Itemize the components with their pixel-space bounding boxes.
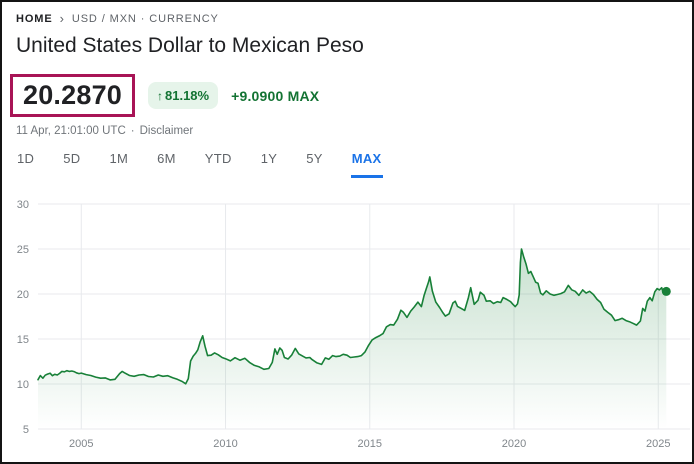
y-axis-tick-label: 15 xyxy=(17,334,29,346)
breadcrumb-home-link[interactable]: HOME xyxy=(16,12,53,25)
range-tab-5y[interactable]: 5Y xyxy=(305,147,324,178)
page-title: United States Dollar to Mexican Peso xyxy=(16,34,364,57)
y-axis-tick-label: 25 xyxy=(17,244,29,256)
breadcrumb: HOME › USD / MXN · CURRENCY xyxy=(16,12,692,25)
change-absolute: +9.0900 MAX xyxy=(231,87,320,104)
chart-price-line xyxy=(37,248,668,385)
range-tab-max[interactable]: MAX xyxy=(350,147,383,178)
disclaimer-link[interactable]: Disclaimer xyxy=(139,125,194,137)
range-tab-5d[interactable]: 5D xyxy=(62,147,81,178)
change-percent-badge: ↑ 81.18% xyxy=(148,82,219,109)
y-axis-tick-label: 5 xyxy=(23,424,29,436)
range-tab-6m[interactable]: 6M xyxy=(156,147,177,178)
change-percent: 81.18% xyxy=(165,88,210,103)
price-highlight-box: 20.2870 xyxy=(10,74,135,117)
x-axis-tick-label: 2025 xyxy=(646,438,670,450)
x-axis-tick-label: 2010 xyxy=(213,438,237,450)
range-tab-1y[interactable]: 1Y xyxy=(260,147,279,178)
breadcrumb-current: USD / MXN · CURRENCY xyxy=(71,12,219,25)
y-axis-tick-label: 10 xyxy=(17,379,29,391)
y-axis-tick-label: 20 xyxy=(17,289,29,301)
up-arrow-icon: ↑ xyxy=(157,88,163,103)
quote-meta-row: 11 Apr, 21:01:00 UTC · Disclaimer xyxy=(16,125,692,137)
range-tabs: 1D 5D 1M 6M YTD 1Y 5Y MAX xyxy=(16,147,692,178)
chart-area-fill xyxy=(38,249,667,429)
range-tab-1m[interactable]: 1M xyxy=(108,147,129,178)
chevron-right-icon: › xyxy=(59,11,65,26)
current-price: 20.2870 xyxy=(23,80,122,110)
x-axis-tick-label: 2015 xyxy=(358,438,382,450)
x-axis-tick-label: 2020 xyxy=(502,438,526,450)
y-axis-tick-label: 30 xyxy=(17,199,29,211)
meta-separator-dot: · xyxy=(130,125,135,137)
quote-row: 20.2870 ↑ 81.18% +9.0900 MAX xyxy=(10,74,692,117)
x-axis-tick-label: 2005 xyxy=(69,438,93,450)
range-tab-1d[interactable]: 1D xyxy=(16,147,35,178)
range-tab-ytd[interactable]: YTD xyxy=(204,147,233,178)
quote-timestamp: 11 Apr, 21:01:00 UTC xyxy=(16,125,126,137)
chart-endpoint-dot xyxy=(661,286,671,296)
